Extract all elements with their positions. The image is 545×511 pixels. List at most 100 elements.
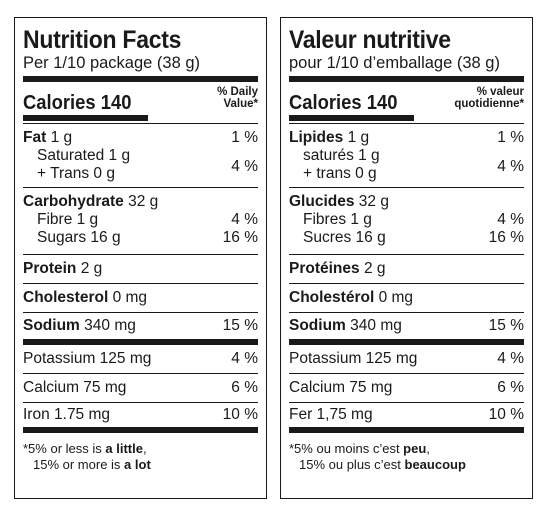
trans-amount: + trans 0 g xyxy=(303,165,377,182)
nutrition-facts-panel-french: Valeur nutritive pour 1/10 d’emballage (… xyxy=(280,17,533,499)
fat-row: Fat 1 g Saturated 1 g + Trans 0 g 1 % 4 … xyxy=(23,124,258,188)
cholesterol-row: Cholestérol 0 mg xyxy=(289,284,524,313)
iron-amount: Fer 1,75 mg xyxy=(289,406,373,423)
sugars-amount: Sugars 16 g xyxy=(37,229,121,246)
calcium-dv: 6 % xyxy=(231,379,258,396)
potassium-row: Potassium 125 mg 4 % xyxy=(289,345,524,374)
carb-name: Glucides xyxy=(289,193,355,210)
daily-value-header-line1: % valeur xyxy=(476,86,524,98)
potassium-amount: Potassium 125 mg xyxy=(289,350,418,367)
iron-dv: 10 % xyxy=(488,406,524,423)
cholesterol-name: Cholesterol xyxy=(23,289,109,306)
cholesterol-amount: 0 mg xyxy=(378,289,414,306)
potassium-row: Potassium 125 mg 4 % xyxy=(23,345,258,374)
carb-name: Carbohydrate xyxy=(23,193,124,210)
carbohydrate-row: Carbohydrate 32 g Fibre 1 g Sugars 16 g … xyxy=(23,188,258,255)
calories-label: Calories 140 xyxy=(289,92,398,114)
protein-row: Protein 2 g xyxy=(23,255,258,284)
nutrition-facts-panel-english: Nutrition Facts Per 1/10 package (38 g) … xyxy=(14,17,267,499)
footnote-line2-text: 15% ou plus c’est xyxy=(299,457,405,472)
serving-size: pour 1/10 d’emballage (38 g) xyxy=(289,53,524,82)
carbohydrate-row: Glucides 32 g Fibres 1 g Sucres 16 g 4 %… xyxy=(289,188,524,255)
calories-underline xyxy=(23,115,148,121)
footnote-line1-text: *5% or less is xyxy=(23,441,106,456)
calories-row: Calories 140 % valeur quotidienne* xyxy=(289,82,524,124)
sodium-dv: 15 % xyxy=(488,317,524,334)
calories-row: Calories 140 % Daily Value* xyxy=(23,82,258,124)
footnote-line1: *5% or less is a little, xyxy=(23,441,258,457)
footnote-line1-text: *5% ou moins c’est xyxy=(289,441,404,456)
calories-label: Calories 140 xyxy=(23,92,132,114)
calcium-row: Calcium 75 mg 6 % xyxy=(289,374,524,403)
calories-underline xyxy=(289,115,414,121)
cholesterol-name: Cholestérol xyxy=(289,289,375,306)
protein-amount: 2 g xyxy=(363,260,386,277)
fat-dv: 1 % xyxy=(231,129,258,146)
iron-row: Iron 1.75 mg 10 % xyxy=(23,403,258,433)
cholesterol-row: Cholesterol 0 mg xyxy=(23,284,258,313)
carb-amount: 32 g xyxy=(358,193,389,210)
footnote-line2-bold: beaucoup xyxy=(404,457,466,472)
footnote-line1-bold: a little xyxy=(105,441,143,456)
protein-name: Protéines xyxy=(289,260,360,277)
daily-value-header-line1: % Daily xyxy=(217,86,258,98)
iron-amount: Iron 1.75 mg xyxy=(23,406,111,423)
saturated-amount: Saturated 1 g xyxy=(37,147,131,164)
fibre-dv: 4 % xyxy=(497,211,524,228)
fat-name: Lipides xyxy=(289,129,344,146)
fibre-dv: 4 % xyxy=(231,211,258,228)
calcium-amount: Calcium 75 mg xyxy=(289,379,393,396)
fat-row: Lipides 1 g saturés 1 g + trans 0 g 1 % … xyxy=(289,124,524,188)
sat-trans-dv: 4 % xyxy=(497,158,524,175)
daily-value-header-line2: quotidienne* xyxy=(454,98,524,110)
footnote-line2: 15% or more is a lot xyxy=(23,457,258,473)
serving-size: Per 1/10 package (38 g) xyxy=(23,53,258,82)
fibre-amount: Fibres 1 g xyxy=(303,211,372,228)
sugars-amount: Sucres 16 g xyxy=(303,229,386,246)
sugars-dv: 16 % xyxy=(222,229,258,246)
footnote-line1-suffix: , xyxy=(426,441,430,456)
footnote-line2-text: 15% or more is xyxy=(33,457,125,472)
fibre-amount: Fibre 1 g xyxy=(37,211,99,228)
potassium-dv: 4 % xyxy=(231,350,258,367)
sodium-name: Sodium xyxy=(289,317,346,334)
fat-name: Fat xyxy=(23,129,47,146)
calcium-amount: Calcium 75 mg xyxy=(23,379,127,396)
sat-trans-dv: 4 % xyxy=(231,158,258,175)
footnote-line1-suffix: , xyxy=(142,441,147,456)
cholesterol-amount: 0 mg xyxy=(112,289,148,306)
sodium-row: Sodium 340 mg 15 % xyxy=(289,313,524,345)
fat-dv: 1 % xyxy=(497,129,524,146)
sodium-dv: 15 % xyxy=(222,317,258,334)
sugars-dv: 16 % xyxy=(488,229,524,246)
calcium-row: Calcium 75 mg 6 % xyxy=(23,374,258,403)
calcium-dv: 6 % xyxy=(497,379,524,396)
panel-title: Nutrition Facts xyxy=(23,26,182,54)
footnote-line2-bold: a lot xyxy=(124,457,151,472)
protein-amount: 2 g xyxy=(80,260,103,277)
saturated-amount: saturés 1 g xyxy=(303,147,380,164)
footnote: *5% or less is a little, 15% or more is … xyxy=(23,433,258,473)
potassium-dv: 4 % xyxy=(497,350,524,367)
protein-row: Protéines 2 g xyxy=(289,255,524,284)
daily-value-header: % Daily Value* xyxy=(217,86,258,110)
trans-amount: + Trans 0 g xyxy=(37,165,115,182)
footnote: *5% ou moins c’est peu, 15% ou plus c’es… xyxy=(289,433,524,473)
daily-value-header: % valeur quotidienne* xyxy=(454,86,524,110)
fat-amount: 1 g xyxy=(347,129,370,146)
footnote-line1: *5% ou moins c’est peu, xyxy=(289,441,524,457)
iron-dv: 10 % xyxy=(222,406,258,423)
carb-amount: 32 g xyxy=(128,193,159,210)
iron-row: Fer 1,75 mg 10 % xyxy=(289,403,524,433)
sodium-name: Sodium xyxy=(23,317,80,334)
daily-value-header-line2: Value* xyxy=(223,98,258,110)
footnote-line1-bold: peu xyxy=(403,441,427,456)
footnote-line2: 15% ou plus c’est beaucoup xyxy=(289,457,524,473)
sodium-amount: 340 mg xyxy=(350,317,402,334)
sodium-row: Sodium 340 mg 15 % xyxy=(23,313,258,345)
fat-amount: 1 g xyxy=(50,129,73,146)
potassium-amount: Potassium 125 mg xyxy=(23,350,152,367)
protein-name: Protein xyxy=(23,260,77,277)
panel-title: Valeur nutritive xyxy=(289,26,451,54)
sodium-amount: 340 mg xyxy=(84,317,136,334)
